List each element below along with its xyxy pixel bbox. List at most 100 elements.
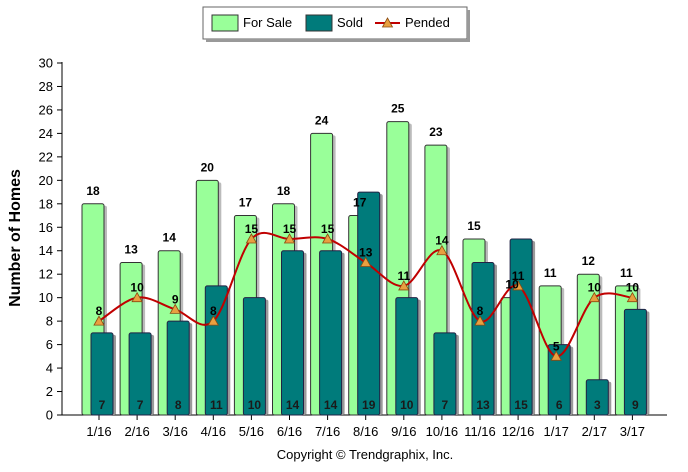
sold-value-label: 6 (556, 398, 563, 412)
sold-value-label: 7 (137, 398, 144, 412)
sold-bar (242, 297, 266, 416)
y-tick-label: 16 (39, 220, 53, 235)
sold-bar (585, 379, 609, 416)
x-tick-label: 7/16 (315, 424, 340, 439)
pended-value-label: 11 (512, 269, 525, 283)
x-tick-label: 4/16 (201, 424, 226, 439)
pended-value-label: 10 (626, 281, 640, 295)
y-tick-label: 8 (46, 314, 53, 329)
sold-value-label: 10 (248, 398, 262, 412)
pended-value-label: 8 (96, 304, 103, 318)
sold-bar (547, 344, 571, 416)
y-tick-label: 30 (39, 56, 53, 71)
y-tick-label: 14 (39, 243, 53, 258)
legend-label-for-sale: For Sale (243, 15, 292, 30)
pended-marker (436, 244, 448, 256)
legend-shadow-bottom (206, 39, 470, 42)
for-sale-value-label: 17 (239, 196, 253, 210)
pended-value-label: 8 (210, 304, 217, 318)
for-sale-value-label: 23 (429, 125, 443, 139)
pended-value-label: 9 (172, 292, 179, 306)
for-sale-value-label: 11 (544, 266, 557, 280)
pended-marker (283, 233, 296, 244)
sold-value-label: 15 (514, 398, 528, 412)
x-tick-label: 11/16 (464, 424, 496, 439)
x-tick-label: 6/16 (277, 424, 302, 439)
pended-marker (398, 280, 410, 291)
pended-marker (474, 315, 486, 326)
copyright-text: Copyright © Trendgraphix, Inc. (277, 447, 454, 462)
y-tick-label: 4 (46, 361, 53, 376)
sold-value-label: 14 (286, 398, 300, 412)
sold-bar (319, 250, 343, 416)
for-sale-value-label: 24 (315, 113, 329, 127)
pended-marker (512, 280, 524, 291)
sold-bar (509, 238, 533, 416)
for-sale-value-label: 18 (86, 184, 100, 198)
x-tick-label: 2/17 (582, 424, 607, 439)
for-sale-value-label: 15 (467, 219, 481, 233)
for-sale-value-label: 13 (124, 242, 138, 256)
pended-value-label: 13 (359, 245, 373, 259)
sold-bar (623, 308, 647, 416)
pended-marker (321, 233, 334, 244)
pended-line-group (93, 231, 639, 361)
x-tick-label: 1/16 (86, 424, 111, 439)
pended-value-label: 11 (397, 269, 410, 283)
pended-value-label: 15 (283, 222, 297, 236)
legend-swatch-sold (305, 14, 333, 32)
legend-box (202, 6, 468, 40)
sold-bar (433, 332, 457, 416)
pended-value-label: 10 (588, 281, 602, 295)
y-tick-label: 28 (39, 79, 53, 94)
sold-value-label: 7 (442, 398, 449, 412)
for-sale-value-label: 10 (505, 278, 519, 292)
for-sale-value-label: 18 (277, 184, 291, 198)
pended-value-label: 8 (477, 304, 484, 318)
x-tick-label: 3/16 (163, 424, 188, 439)
pended-value-label: 15 (321, 222, 335, 236)
for-sale-value-label: 17 (353, 196, 367, 210)
sold-value-label: 13 (476, 398, 490, 412)
legend-swatch-for-sale (211, 14, 239, 32)
x-tick-label: 8/16 (353, 424, 378, 439)
y-axis-title: Number of Homes (7, 169, 24, 307)
x-ticks: 1/16 2/16 3/16 4/16 5/16 6/16 7/16 8/16 9/16 10/1… (86, 415, 645, 439)
sold-bar (128, 332, 152, 416)
y-tick-label: 22 (39, 149, 53, 164)
pended-value-label: 10 (130, 281, 144, 295)
sold-bar (90, 332, 114, 416)
for-sale-value-label: 25 (391, 102, 405, 116)
sold-bar (395, 297, 419, 416)
pended-marker (550, 350, 562, 361)
for-sale-value-label: 20 (201, 160, 215, 174)
x-tick-label: 9/16 (391, 424, 416, 439)
pended-value-label: 15 (245, 222, 259, 236)
sold-value-label: 11 (210, 398, 223, 412)
x-tick-label: 5/16 (239, 424, 264, 439)
y-tick-label: 18 (39, 196, 53, 211)
sold-bar (281, 250, 304, 416)
x-tick-label: 1/17 (544, 424, 569, 439)
pended-marker (93, 315, 105, 326)
sold-value-label: 9 (632, 398, 639, 412)
pended-value-label: 14 (435, 234, 449, 248)
pended-marker (207, 315, 219, 326)
pended-value-label: 5 (553, 339, 560, 353)
sold-value-label: 14 (324, 398, 338, 412)
legend-shadow (467, 10, 470, 42)
y-tick-label: 6 (46, 337, 53, 352)
y-tick-label: 0 (46, 408, 53, 423)
pended-line (98, 231, 633, 358)
x-tick-label: 12/16 (502, 424, 535, 439)
sold-value-label: 10 (400, 398, 414, 412)
x-tick-label: 3/17 (620, 424, 645, 439)
pended-marker (626, 291, 639, 303)
for-sale-value-label: 12 (582, 254, 596, 268)
sold-value-label: 7 (99, 398, 106, 412)
pended-marker (169, 303, 181, 314)
